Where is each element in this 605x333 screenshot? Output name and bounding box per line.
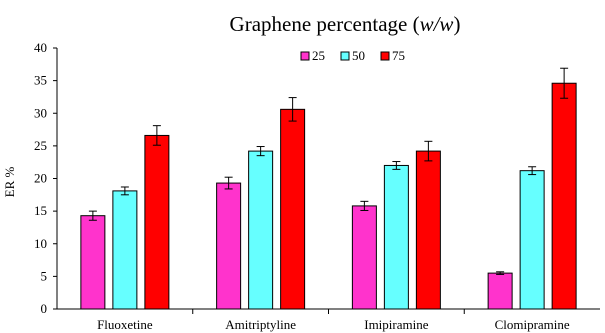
bar-50-fluoxetine [112, 190, 138, 310]
y-tick-label: 20 [34, 171, 47, 186]
legend-label-25: 25 [312, 48, 325, 63]
bar-50-amitriptyline [248, 150, 274, 310]
y-tick-label: 10 [34, 236, 47, 251]
tick-labels: 0 5 10 15 20 25 30 35 40 [34, 40, 47, 316]
bar-75-amitriptyline [280, 108, 306, 310]
bar-75-imipiramine [415, 150, 441, 310]
y-tick-label: 25 [34, 138, 47, 153]
bar-25-clomipramine [487, 272, 513, 310]
y-tick-label: 15 [34, 203, 47, 218]
bar-50-imipiramine [383, 164, 409, 310]
bar-75-clomipramine [551, 82, 577, 310]
bar-50-clomipramine [519, 170, 545, 310]
category-labels: Fluoxetine Amitriptyline Imipiramine Clomip… [97, 317, 570, 332]
legend-swatch-50 [340, 51, 350, 61]
x-category-label: Fluoxetine [97, 317, 153, 332]
y-axis-label: ER % [2, 166, 17, 197]
legend: 25 50 75 [300, 48, 405, 63]
bar-25-fluoxetine [80, 215, 106, 310]
bars [80, 82, 577, 310]
legend-label-75: 75 [392, 48, 405, 63]
legend-swatch-75 [380, 51, 390, 61]
x-category-label: Amitriptyline [225, 317, 296, 332]
bar-75-fluoxetine [144, 134, 170, 310]
y-tick-label: 35 [34, 73, 47, 88]
y-tick-label: 40 [34, 40, 47, 55]
x-category-label: Imipiramine [364, 317, 428, 332]
y-tick-label: 30 [34, 105, 47, 120]
error-bars [88, 67, 569, 275]
chart-title-text: Graphene percentage ( [230, 12, 420, 36]
chart-title-close: ) [453, 12, 460, 36]
legend-swatch-25 [300, 51, 310, 61]
y-tick-label: 0 [41, 301, 48, 316]
y-tick-label: 5 [41, 268, 48, 283]
x-category-label: Clomipramine [495, 317, 570, 332]
bar-25-imipiramine [351, 205, 377, 310]
chart-title: Graphene percentage (w/w) [230, 12, 461, 36]
legend-label-50: 50 [352, 48, 365, 63]
chart-title-unit: w/w [420, 12, 454, 36]
bar-25-amitriptyline [216, 182, 242, 310]
